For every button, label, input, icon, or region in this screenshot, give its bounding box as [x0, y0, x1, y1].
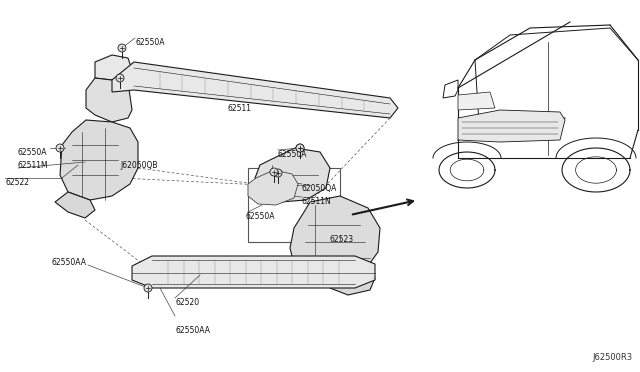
Text: 62550A: 62550A — [18, 148, 47, 157]
Polygon shape — [458, 92, 495, 110]
Polygon shape — [248, 170, 298, 205]
Text: J62050QB: J62050QB — [120, 161, 157, 170]
Polygon shape — [290, 196, 380, 278]
Text: 62550A: 62550A — [278, 150, 307, 159]
Text: J62500R3: J62500R3 — [592, 353, 632, 362]
Text: 62550AA: 62550AA — [52, 258, 87, 267]
Text: 62511M: 62511M — [18, 161, 49, 170]
Text: 62550A: 62550A — [245, 212, 275, 221]
Circle shape — [296, 144, 304, 152]
Text: 62522: 62522 — [5, 178, 29, 187]
Circle shape — [144, 284, 152, 292]
Polygon shape — [95, 55, 132, 82]
Circle shape — [118, 44, 126, 52]
Polygon shape — [330, 268, 375, 295]
Text: 62050QA: 62050QA — [302, 184, 337, 193]
Circle shape — [56, 144, 64, 152]
Circle shape — [296, 144, 304, 152]
Polygon shape — [55, 192, 95, 218]
Polygon shape — [112, 62, 398, 118]
Polygon shape — [458, 110, 565, 142]
Text: 62511: 62511 — [228, 104, 252, 113]
Bar — [248, 168, 340, 242]
Text: 62550A: 62550A — [135, 38, 164, 47]
Polygon shape — [60, 120, 138, 200]
Text: 62520: 62520 — [175, 298, 199, 307]
Text: 62550AA: 62550AA — [175, 326, 210, 335]
Circle shape — [274, 169, 282, 177]
Circle shape — [116, 74, 124, 82]
Polygon shape — [255, 148, 330, 202]
Circle shape — [270, 168, 278, 176]
Text: 62511N: 62511N — [302, 197, 332, 206]
Polygon shape — [132, 256, 375, 288]
Polygon shape — [86, 78, 132, 122]
Text: 62523: 62523 — [330, 235, 354, 244]
